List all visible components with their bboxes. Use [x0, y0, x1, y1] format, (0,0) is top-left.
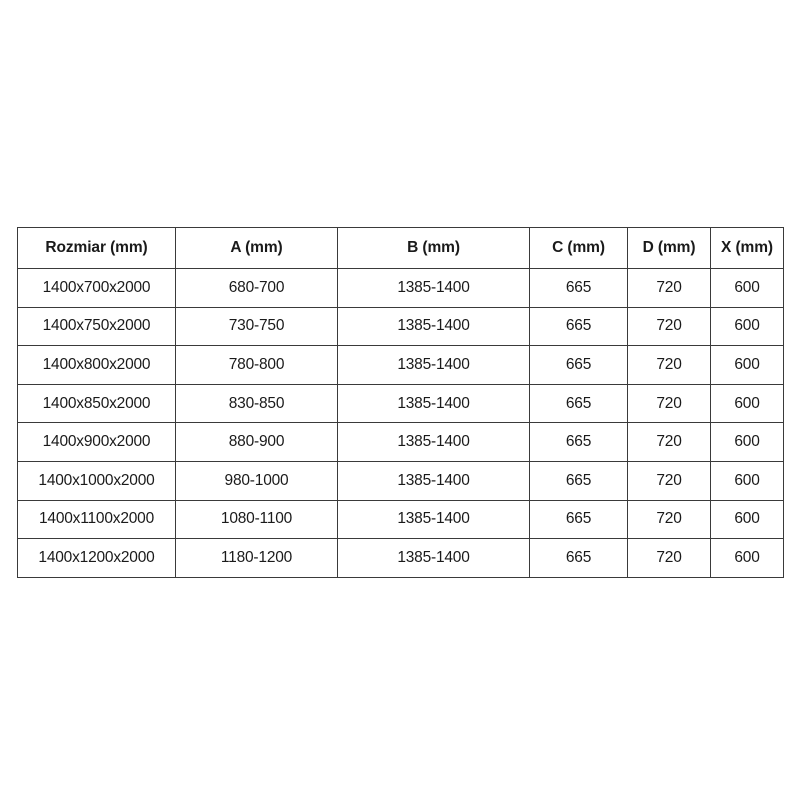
cell-a: 1080-1100 — [175, 499, 338, 540]
table-row: 1400x850x2000 830-850 1385-1400 665 720 … — [17, 383, 784, 424]
column-header-size: Rozmiar (mm) — [17, 227, 176, 269]
cell-a: 730-750 — [175, 306, 338, 347]
cell-b: 1385-1400 — [337, 422, 530, 462]
cell-b: 1385-1400 — [337, 499, 530, 540]
table-body: 1400x700x2000 680-700 1385-1400 665 720 … — [17, 268, 784, 578]
cell-size: 1400x850x2000 — [17, 383, 176, 424]
cell-x: 600 — [710, 345, 784, 385]
cell-d: 720 — [627, 538, 711, 578]
cell-b: 1385-1400 — [337, 383, 530, 424]
cell-a: 680-700 — [175, 268, 338, 308]
cell-c: 665 — [529, 538, 628, 578]
cell-size: 1400x1200x2000 — [17, 538, 176, 578]
cell-c: 665 — [529, 460, 628, 501]
table-header: Rozmiar (mm) A (mm) B (mm) C (mm) D (mm)… — [17, 227, 784, 269]
cell-x: 600 — [710, 538, 784, 578]
column-header-b: B (mm) — [337, 227, 530, 269]
cell-b: 1385-1400 — [337, 538, 530, 578]
cell-size: 1400x1000x2000 — [17, 460, 176, 501]
table-row: 1400x1100x2000 1080-1100 1385-1400 665 7… — [17, 499, 784, 540]
cell-size: 1400x800x2000 — [17, 345, 176, 385]
cell-c: 665 — [529, 383, 628, 424]
column-header-c: C (mm) — [529, 227, 628, 269]
cell-c: 665 — [529, 306, 628, 347]
cell-x: 600 — [710, 268, 784, 308]
cell-d: 720 — [627, 383, 711, 424]
cell-a: 880-900 — [175, 422, 338, 462]
cell-b: 1385-1400 — [337, 306, 530, 347]
table-row: 1400x800x2000 780-800 1385-1400 665 720 … — [17, 345, 784, 385]
table-row: 1400x750x2000 730-750 1385-1400 665 720 … — [17, 306, 784, 347]
dimensions-table: Rozmiar (mm) A (mm) B (mm) C (mm) D (mm)… — [17, 227, 784, 578]
cell-x: 600 — [710, 499, 784, 540]
cell-b: 1385-1400 — [337, 345, 530, 385]
cell-d: 720 — [627, 460, 711, 501]
cell-x: 600 — [710, 460, 784, 501]
cell-a: 980-1000 — [175, 460, 338, 501]
table-row: 1400x700x2000 680-700 1385-1400 665 720 … — [17, 268, 784, 308]
cell-a: 830-850 — [175, 383, 338, 424]
table-header-row: Rozmiar (mm) A (mm) B (mm) C (mm) D (mm)… — [17, 227, 784, 269]
cell-size: 1400x750x2000 — [17, 306, 176, 347]
cell-c: 665 — [529, 422, 628, 462]
cell-x: 600 — [710, 306, 784, 347]
cell-d: 720 — [627, 422, 711, 462]
cell-b: 1385-1400 — [337, 268, 530, 308]
cell-size: 1400x1100x2000 — [17, 499, 176, 540]
table-row: 1400x1200x2000 1180-1200 1385-1400 665 7… — [17, 538, 784, 578]
cell-size: 1400x900x2000 — [17, 422, 176, 462]
cell-c: 665 — [529, 499, 628, 540]
column-header-d: D (mm) — [627, 227, 711, 269]
cell-b: 1385-1400 — [337, 460, 530, 501]
cell-x: 600 — [710, 422, 784, 462]
cell-d: 720 — [627, 268, 711, 308]
cell-size: 1400x700x2000 — [17, 268, 176, 308]
cell-a: 1180-1200 — [175, 538, 338, 578]
dimensions-table-container: Rozmiar (mm) A (mm) B (mm) C (mm) D (mm)… — [17, 227, 784, 578]
cell-x: 600 — [710, 383, 784, 424]
cell-d: 720 — [627, 306, 711, 347]
column-header-a: A (mm) — [175, 227, 338, 269]
cell-d: 720 — [627, 345, 711, 385]
cell-c: 665 — [529, 268, 628, 308]
table-row: 1400x1000x2000 980-1000 1385-1400 665 72… — [17, 460, 784, 501]
cell-a: 780-800 — [175, 345, 338, 385]
table-row: 1400x900x2000 880-900 1385-1400 665 720 … — [17, 422, 784, 462]
cell-d: 720 — [627, 499, 711, 540]
column-header-x: X (mm) — [710, 227, 784, 269]
cell-c: 665 — [529, 345, 628, 385]
